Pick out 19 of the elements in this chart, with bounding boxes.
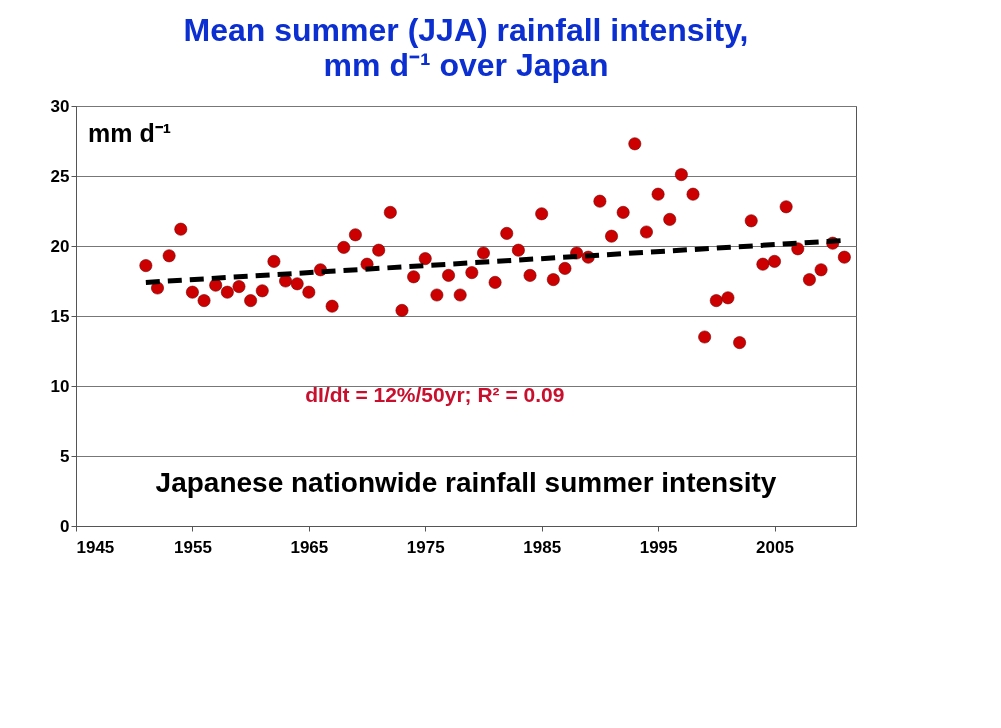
chart-title: Mean summer (JJA) rainfall intensity, (183, 12, 749, 48)
x-tick-label: 1995 (639, 537, 678, 557)
annotation: Japanese nationwide rainfall summer intensity (155, 467, 777, 498)
x-tick-label: 1945 (76, 537, 115, 557)
x-tick-label: 2005 (756, 537, 794, 557)
y-tick-label: 30 (50, 96, 70, 116)
x-tick-label: 1985 (523, 537, 562, 557)
y-tick-label: 0 (60, 516, 70, 536)
x-tick-label: 1975 (406, 537, 445, 557)
y-tick-label: 10 (50, 376, 70, 396)
y-tick-label: 20 (50, 236, 70, 256)
annotation: mm d⁻¹ (88, 119, 171, 147)
x-tick-label: 1965 (290, 537, 329, 557)
x-tick-label: 1955 (174, 537, 212, 557)
annotation: dI/dt = 12%/50yr; R² = 0.09 (305, 383, 565, 406)
y-tick-label: 15 (50, 306, 70, 326)
chart-subtitle: mm d⁻¹ over Japan (323, 47, 609, 83)
y-tick-label: 5 (60, 446, 70, 466)
y-tick-label: 25 (50, 166, 70, 186)
